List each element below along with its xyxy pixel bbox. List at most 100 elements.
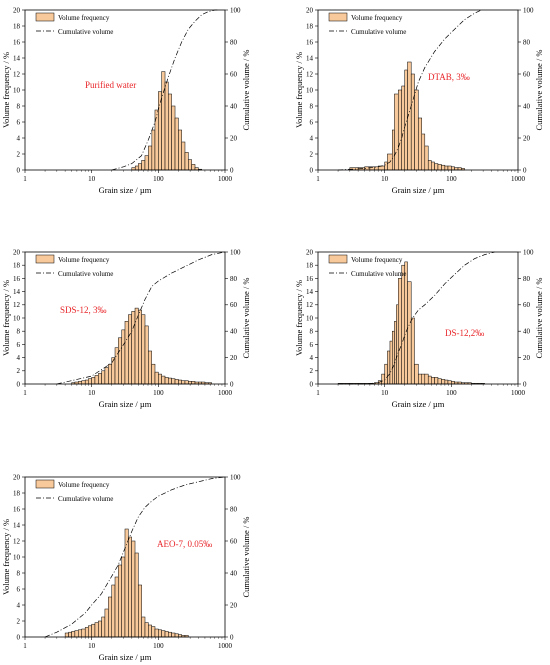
legend-label-volume-frequency: Volume frequency xyxy=(58,14,110,22)
histogram-bar xyxy=(389,340,393,385)
y-right-tick-label: 20 xyxy=(523,354,531,362)
histogram-bar xyxy=(114,576,119,638)
y-left-tick-label: 10 xyxy=(13,314,21,322)
histogram-bar xyxy=(161,71,166,171)
cumulative-line xyxy=(338,9,482,171)
y-left-tick-label: 12 xyxy=(13,537,21,545)
histogram-bar xyxy=(104,608,109,638)
y-left-tick-label: 4 xyxy=(17,134,21,142)
x-axis-label: Grain size / µm xyxy=(99,185,152,195)
y-left-tick-label: 20 xyxy=(13,248,21,256)
y-left-tick-label: 8 xyxy=(17,328,21,336)
legend-label-volume-frequency: Volume frequency xyxy=(351,256,403,264)
histogram-bar xyxy=(128,536,132,638)
histogram-bar xyxy=(134,552,139,638)
y-left-tick-label: 6 xyxy=(17,585,21,593)
histogram-bar xyxy=(141,616,146,638)
y-left-tick-label: 2 xyxy=(310,150,314,158)
y-left-tick-label: 12 xyxy=(306,301,314,309)
histogram-bar xyxy=(154,371,159,385)
histogram-bar xyxy=(424,373,429,385)
chart-panel-1: 1 10 100 100002468101214161820020406080100G… xyxy=(1,6,251,195)
histogram-bar xyxy=(81,628,86,638)
sample-annotation: SDS-12, 3‰ xyxy=(60,305,107,315)
histogram-bar xyxy=(111,584,116,638)
legend-label-volume-frequency: Volume frequency xyxy=(58,481,110,489)
histogram-bar xyxy=(148,350,152,385)
histogram-bar xyxy=(381,373,385,385)
histogram-bar xyxy=(444,379,449,385)
legend-label-cumulative-volume: Cumulative volume xyxy=(351,28,406,36)
y-right-tick-label: 80 xyxy=(230,275,238,283)
y-left-tick-label: 16 xyxy=(306,38,314,46)
y-right-tick-label: 0 xyxy=(230,380,234,388)
histogram-bar xyxy=(98,373,102,385)
y-right-tick-label: 100 xyxy=(230,248,241,256)
histogram-bar xyxy=(181,141,186,171)
histogram-bar xyxy=(84,379,89,385)
histogram-bar xyxy=(392,129,395,171)
x-axis-label: Grain size / µm xyxy=(392,185,445,195)
histogram-bar xyxy=(394,321,397,385)
histogram-bar xyxy=(171,632,176,638)
histogram-bar xyxy=(88,625,92,638)
histogram-bar xyxy=(387,350,391,385)
y-left-tick-label: 16 xyxy=(13,38,21,46)
histogram-bar xyxy=(451,166,455,171)
y-left-tick-label: 14 xyxy=(13,288,21,296)
y-left-tick-label: 12 xyxy=(13,70,21,78)
x-axis-label: Grain size / µm xyxy=(99,399,152,409)
y-left-tick-label: 14 xyxy=(13,54,21,62)
histogram-bar xyxy=(407,281,412,385)
y-left-tick-label: 12 xyxy=(306,70,314,78)
y-right-tick-label: 100 xyxy=(230,6,241,14)
histogram-bar xyxy=(118,564,122,638)
y-left-axis-label: Volume frequency / % xyxy=(1,52,11,128)
legend: Volume frequency Cumulative volume xyxy=(35,12,113,36)
histogram-bar xyxy=(131,311,136,385)
y-left-tick-label: 16 xyxy=(13,275,21,283)
histogram-bar xyxy=(394,93,399,171)
histogram-bar xyxy=(151,626,156,638)
histogram-bar xyxy=(91,377,96,385)
y-left-tick-label: 8 xyxy=(17,569,21,577)
y-left-axis-label: Volume frequency / % xyxy=(294,52,304,128)
cumulative-line xyxy=(111,9,219,171)
y-left-tick-label: 0 xyxy=(17,166,21,174)
x-tick-label: 100 xyxy=(153,389,164,397)
histogram-bar xyxy=(398,89,402,171)
y-right-tick-label: 60 xyxy=(230,301,238,309)
legend: Volume frequency Cumulative volume xyxy=(328,12,406,36)
x-tick-label: 10 xyxy=(88,175,96,183)
chart-panel-2: 1 10 100 100002468101214161820020406080100G… xyxy=(294,6,544,195)
y-left-tick-label: 20 xyxy=(306,6,314,14)
y-left-tick-label: 14 xyxy=(13,521,21,529)
y-left-tick-label: 18 xyxy=(306,262,314,270)
histogram-bar xyxy=(178,379,182,385)
histogram-bar xyxy=(174,379,179,385)
x-tick-label: 100 xyxy=(446,389,457,397)
histogram-bar xyxy=(181,380,186,385)
histogram-bar xyxy=(437,164,442,171)
sample-annotation: DS-12,2‰ xyxy=(445,328,484,338)
histogram-bar xyxy=(101,370,106,385)
histogram-bar xyxy=(101,616,106,638)
histogram-bar xyxy=(124,528,129,638)
histogram-bar xyxy=(158,91,162,171)
cumulative-line xyxy=(338,251,495,385)
y-right-tick-label: 20 xyxy=(230,134,238,142)
histogram-bar xyxy=(374,166,379,171)
x-tick-label: 1000 xyxy=(511,389,526,397)
y-left-tick-label: 16 xyxy=(13,505,21,513)
histogram-bar xyxy=(447,165,452,171)
y-right-axis-label: Cumulative volume / % xyxy=(534,50,544,131)
histogram-bar xyxy=(141,314,146,385)
sample-annotation: Purified water xyxy=(85,80,136,90)
histogram-bar xyxy=(108,363,112,385)
histogram-bar xyxy=(441,164,446,171)
y-left-tick-label: 10 xyxy=(306,86,314,94)
x-tick-label: 10 xyxy=(381,175,389,183)
histogram-bar xyxy=(64,632,69,638)
histogram-bar xyxy=(437,378,442,385)
